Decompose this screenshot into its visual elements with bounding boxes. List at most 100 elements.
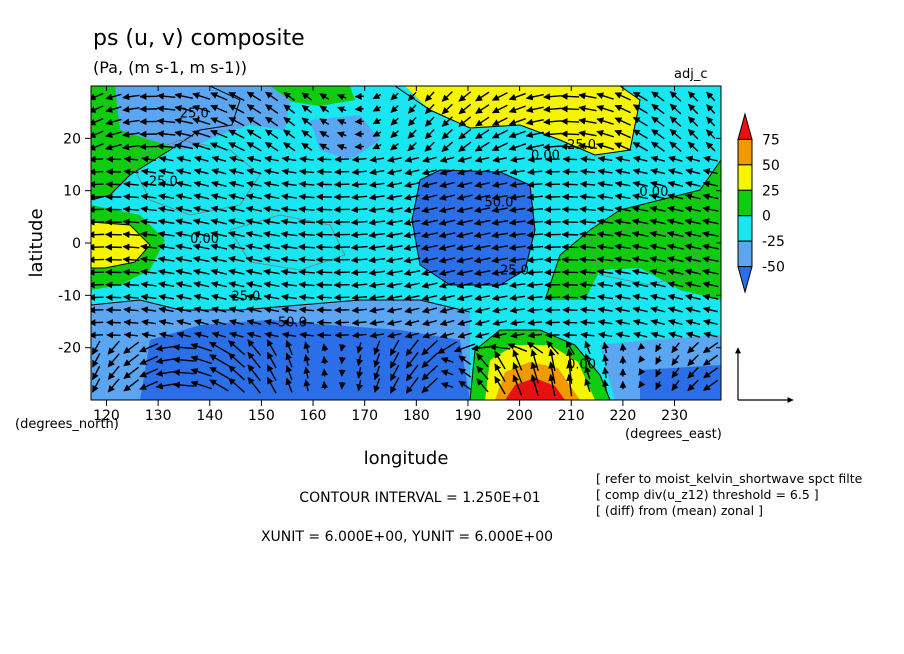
- wind-arrow: [456, 244, 474, 252]
- x-tick-label: 230: [661, 408, 688, 424]
- wind-arrow: [190, 380, 212, 390]
- wind-arrow: [91, 268, 105, 276]
- wind-arrow: [615, 318, 631, 326]
- wind-arrow: [584, 365, 591, 380]
- wind-arrow: [369, 155, 385, 163]
- wind-arrow: [706, 91, 716, 102]
- wind-arrow: [338, 381, 346, 390]
- wind-arrow: [637, 342, 646, 351]
- wind-arrow: [685, 180, 701, 188]
- wind-arrow: [175, 218, 193, 226]
- wind-arrow: [475, 116, 490, 127]
- wind-arrow: [597, 331, 613, 339]
- wind-arrow: [385, 244, 403, 251]
- wind-arrow: [632, 281, 649, 288]
- wind-arrow: [210, 293, 227, 301]
- wind-arrow: [579, 256, 596, 264]
- wind-arrow: [247, 364, 261, 382]
- x-tick-label: 180: [403, 408, 430, 424]
- wind-arrow: [458, 128, 472, 140]
- wind-arrow: [193, 205, 210, 213]
- wind-arrow: [192, 129, 211, 138]
- wind-arrow: [632, 104, 648, 114]
- wind-arrow: [91, 378, 101, 393]
- wind-arrow: [192, 243, 210, 251]
- wind-arrow: [601, 366, 609, 379]
- wind-arrow: [562, 155, 578, 163]
- wind-arrow: [228, 104, 245, 114]
- wind-arrow: [247, 376, 261, 394]
- wind-arrow: [474, 281, 491, 289]
- y-tick-label: 10: [63, 184, 81, 200]
- wind-arrow: [614, 142, 632, 151]
- wind-arrow: [389, 364, 400, 382]
- wind-arrow: [512, 374, 523, 396]
- wind-arrow: [351, 181, 368, 188]
- wind-arrow: [122, 130, 140, 138]
- wind-arrow: [474, 294, 491, 302]
- wind-arrow: [579, 268, 596, 276]
- wind-arrow: [356, 354, 364, 367]
- note-line-2: [ comp div(u_z12) threshold = 6.5 ]: [596, 487, 819, 502]
- wind-arrow: [157, 268, 175, 276]
- wind-arrow: [441, 128, 453, 140]
- wind-arrow: [701, 230, 719, 238]
- x-tick-label: 200: [506, 408, 533, 424]
- wind-arrow: [190, 368, 212, 377]
- wind-arrow: [631, 255, 649, 263]
- wind-arrow: [596, 218, 614, 226]
- wind-arrow: [684, 205, 702, 213]
- wind-arrow: [687, 128, 699, 140]
- wind-arrow: [702, 205, 719, 213]
- wind-arrow: [671, 380, 680, 391]
- wind-arrow: [580, 331, 595, 339]
- wind-arrow: [280, 230, 298, 238]
- wind-arrow: [337, 93, 347, 101]
- wind-arrow: [156, 92, 176, 100]
- wind-arrow: [263, 255, 280, 263]
- wind-arrow: [299, 155, 314, 163]
- wind-arrow: [687, 116, 699, 127]
- wind-arrow: [596, 117, 614, 125]
- wind-arrow: [597, 155, 613, 163]
- wind-arrow: [596, 243, 614, 251]
- wind-arrow: [508, 105, 526, 114]
- wind-arrow: [303, 353, 311, 366]
- wind-arrow: [298, 205, 315, 213]
- colorbar-segment: [737, 164, 753, 191]
- wind-arrow: [421, 231, 438, 239]
- wind-arrow: [578, 92, 597, 100]
- wind-arrow: [157, 205, 175, 213]
- wind-arrow: [702, 218, 719, 226]
- wind-arrow: [404, 319, 420, 327]
- wind-arrow: [421, 206, 438, 214]
- wind-arrow: [303, 379, 311, 392]
- wind-arrow: [140, 193, 157, 201]
- wind-arrow: [687, 354, 699, 367]
- wind-arrow: [579, 218, 596, 226]
- wind-arrow: [386, 206, 403, 214]
- wind-arrow: [372, 142, 382, 150]
- wind-arrow: [633, 331, 648, 339]
- wind-arrow: [301, 142, 313, 151]
- wind-arrow: [403, 193, 420, 201]
- wind-arrow: [578, 243, 596, 251]
- colorbar-segment: [737, 215, 753, 242]
- wind-arrow: [298, 193, 315, 201]
- wind-arrow: [439, 156, 455, 163]
- wind-arrow: [421, 306, 438, 314]
- wind-arrow: [703, 155, 718, 163]
- wind-arrow: [421, 219, 438, 226]
- wind-arrow: [649, 293, 666, 301]
- wind-arrow: [649, 281, 666, 288]
- wind-arrow: [281, 180, 297, 188]
- wind-arrow: [527, 306, 543, 314]
- wind-arrow: [337, 118, 347, 126]
- wind-arrow: [439, 294, 455, 302]
- wind-arrow: [614, 243, 632, 251]
- wind-arrow: [407, 116, 417, 127]
- wind-arrow: [687, 366, 699, 379]
- wind-arrow: [457, 319, 473, 327]
- wind-arrow: [562, 306, 578, 314]
- contour-interval-text: CONTOUR INTERVAL = 1.250E+01: [299, 490, 540, 506]
